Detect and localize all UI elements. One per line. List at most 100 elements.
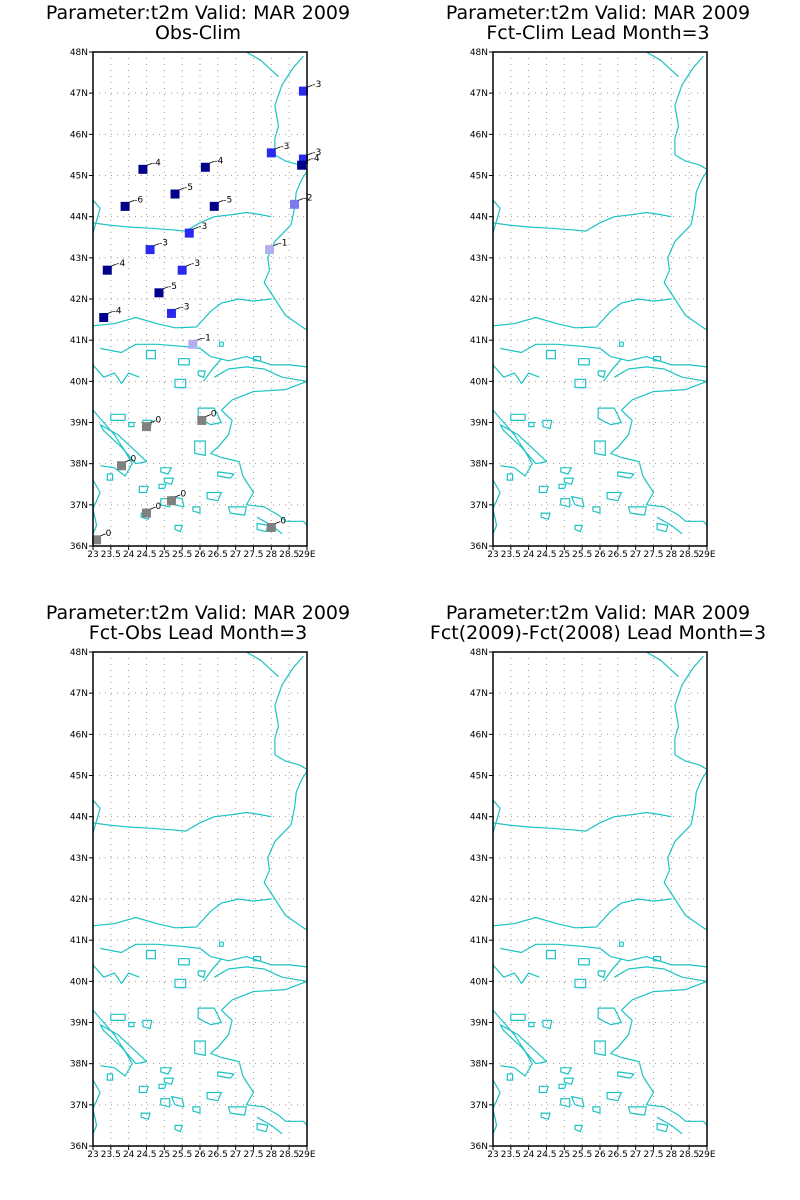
lon-tick-label: 27.5	[243, 550, 263, 560]
station-marker: 0	[166, 490, 186, 506]
lat-tick-label: 40N	[470, 377, 488, 387]
station-value-label: -3	[180, 302, 189, 312]
lat-tick-label: 36N	[70, 542, 88, 552]
station-marker: 0	[197, 409, 217, 425]
lon-tick-label: 28	[266, 550, 278, 560]
lon-tick-label: 25	[559, 1150, 570, 1160]
lon-tick-label: 26.5	[608, 1150, 628, 1160]
lon-tick-label: 27	[230, 550, 241, 560]
station-square	[290, 199, 300, 209]
station-value-label: 0	[211, 409, 217, 419]
station-square	[298, 86, 308, 96]
station-square	[142, 422, 151, 432]
lon-tick-label: 29E	[698, 550, 715, 560]
lon-tick-label: 24	[123, 550, 135, 560]
station-square	[166, 308, 176, 318]
lat-tick-label: 43N	[70, 854, 88, 864]
lon-tick-label: 23.5	[501, 1150, 521, 1160]
lat-tick-label: 46N	[470, 730, 488, 740]
lat-tick-label: 47N	[70, 89, 88, 99]
lat-tick-label: 37N	[70, 1101, 88, 1111]
station-marker: -6	[120, 195, 143, 211]
station-marker: -4	[102, 259, 126, 275]
station-marker: -3	[166, 302, 189, 318]
lon-tick-label: 26	[194, 550, 206, 560]
lat-tick-label: 48N	[70, 48, 88, 58]
station-markers: -3-3-3-4-4 -4-5-6 -5 -2-3-3 -1-4 -3-5-3-4-100…	[92, 80, 321, 545]
coastline	[493, 652, 707, 1135]
station-marker: 0	[142, 416, 162, 432]
station-marker: -3	[298, 148, 321, 164]
station-value-label: -5	[223, 195, 232, 205]
station-square	[138, 164, 148, 174]
station-square	[145, 245, 155, 255]
lon-tick-label: 23.5	[101, 1150, 121, 1160]
lat-tick-label: 37N	[70, 501, 88, 511]
lon-tick-label: 24.5	[536, 550, 556, 560]
lat-tick-label: 47N	[70, 689, 88, 699]
station-value-label: -1	[279, 239, 288, 249]
station-square	[154, 288, 164, 298]
lat-tick-label: 41N	[470, 936, 488, 946]
lat-tick-label: 42N	[70, 895, 88, 905]
lat-tick-label: 36N	[470, 1142, 488, 1152]
lat-tick-label: 41N	[70, 336, 88, 346]
lon-tick-label: 27	[630, 1150, 641, 1160]
station-square	[209, 201, 219, 211]
lon-tick-label: 23.5	[101, 550, 121, 560]
panel-title: Parameter:t2m Valid: MAR 2009	[446, 2, 750, 24]
lat-tick-label: 36N	[70, 1142, 88, 1152]
station-value-label: -3	[280, 142, 289, 152]
lat-tick-label: 47N	[470, 689, 488, 699]
lat-tick-label: 39N	[470, 1019, 488, 1029]
panel-subtitle: Fct-Clim Lead Month=3	[486, 22, 709, 44]
lat-tick-label: 48N	[470, 648, 488, 658]
panel-subtitle: Fct-Obs Lead Month=3	[89, 622, 307, 644]
station-square	[170, 189, 180, 199]
station-value-label: 0	[180, 490, 186, 500]
lat-tick-label: 37N	[470, 501, 488, 511]
lat-tick-label: 46N	[470, 130, 488, 140]
station-square	[197, 415, 207, 425]
lat-tick-label: 41N	[70, 936, 88, 946]
lat-tick-label: 44N	[470, 813, 488, 823]
station-marker: -5	[209, 195, 232, 211]
lon-tick-label: 24	[523, 1150, 535, 1160]
lat-tick-label: 36N	[470, 542, 488, 552]
panel-title: Parameter:t2m Valid: MAR 2009	[446, 602, 750, 624]
lon-tick-label: 28.5	[279, 1150, 299, 1160]
station-marker: -1	[265, 239, 288, 255]
lat-tick-label: 48N	[470, 48, 488, 58]
coastline	[93, 652, 307, 1135]
station-value-label: -4	[152, 158, 161, 168]
station-marker: 0	[266, 516, 286, 532]
lat-tick-label: 39N	[470, 419, 488, 429]
lat-tick-label: 38N	[470, 1060, 488, 1070]
lat-tick-label: 37N	[470, 1101, 488, 1111]
lon-tick-label: 23	[487, 550, 498, 560]
lat-tick-label: 39N	[70, 419, 88, 429]
station-value-label: 0	[156, 416, 162, 426]
station-marker: -1	[188, 333, 211, 349]
station-marker: -2	[290, 193, 313, 209]
lat-tick-label: 43N	[470, 854, 488, 864]
grid	[93, 652, 307, 1146]
lon-tick-label: 24.5	[536, 1150, 556, 1160]
lon-tick-label: 25.5	[572, 550, 592, 560]
lat-tick-label: 40N	[70, 977, 88, 987]
grid	[493, 652, 707, 1146]
lon-tick-label: 23	[487, 1150, 498, 1160]
lon-tick-label: 25	[159, 1150, 170, 1160]
station-value-label: 0	[280, 516, 286, 526]
lon-tick-label: 28	[666, 1150, 678, 1160]
panel-title: Parameter:t2m Valid: MAR 2009	[46, 2, 350, 24]
station-square	[166, 496, 176, 506]
panel-subtitle: Fct(2009)-Fct(2008) Lead Month=3	[430, 622, 766, 644]
lat-tick-label: 42N	[470, 895, 488, 905]
station-square	[200, 162, 210, 172]
station-value-label: -4	[214, 156, 223, 166]
lon-tick-label: 23	[87, 1150, 98, 1160]
lon-tick-label: 27	[230, 1150, 241, 1160]
